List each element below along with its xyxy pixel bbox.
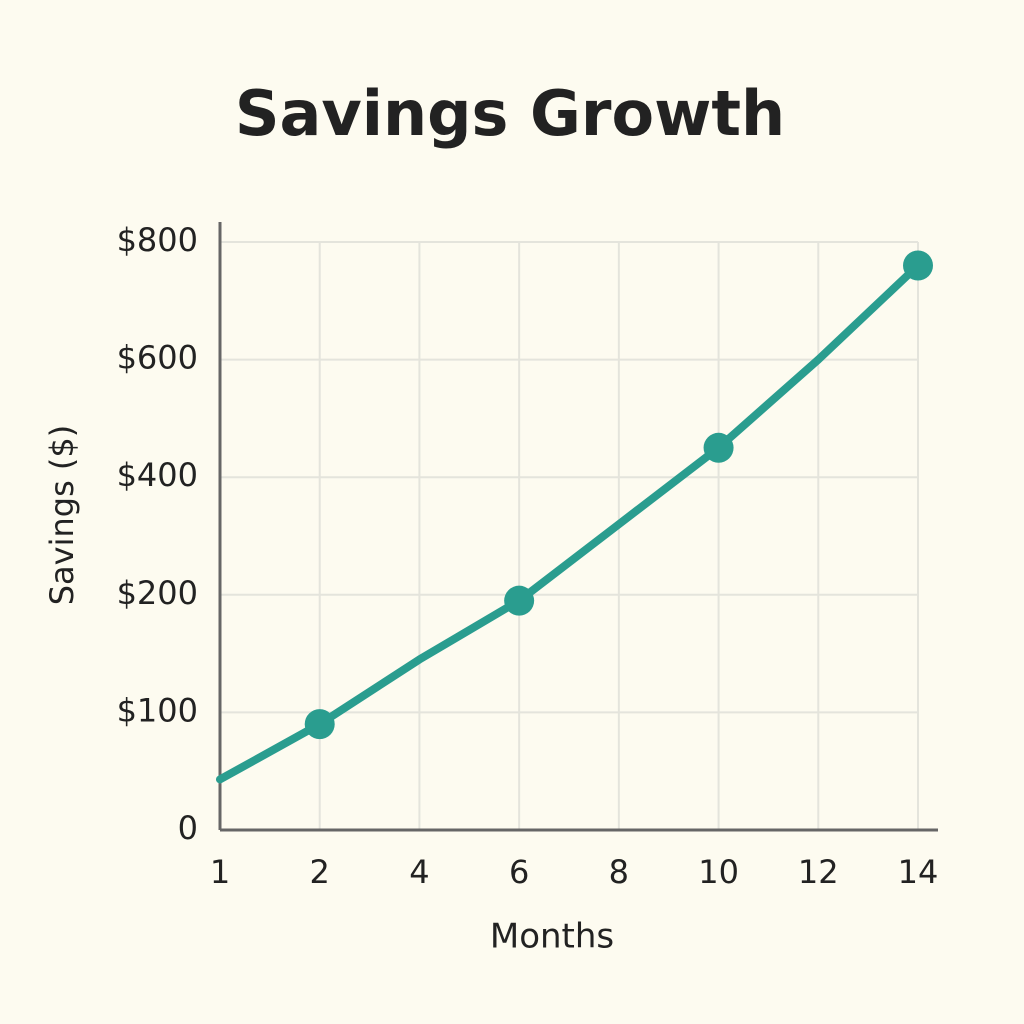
x-tick-label: 4 <box>409 853 429 891</box>
chart-title: Savings Growth <box>235 77 785 150</box>
y-tick-label: $200 <box>117 574 198 612</box>
x-tick-label: 12 <box>798 853 839 891</box>
x-axis-label: Months <box>490 917 614 957</box>
x-tick-label: 1 <box>210 853 230 891</box>
y-tick-label: 0 <box>178 809 198 847</box>
series-line <box>216 261 922 784</box>
plot <box>216 250 933 784</box>
x-tick-label: 8 <box>609 853 629 891</box>
x-tick-label: 2 <box>310 853 330 891</box>
y-tick-label: $800 <box>117 221 198 259</box>
y-axis-label: Savings ($) <box>43 425 81 606</box>
data-point <box>504 585 535 616</box>
y-tick-label: $600 <box>117 339 198 377</box>
y-tick-label: $100 <box>117 691 198 729</box>
data-point <box>304 709 335 740</box>
data-point <box>903 250 933 281</box>
x-tick-label: 14 <box>898 853 939 891</box>
y-tick-label: $400 <box>117 456 198 494</box>
x-tick-label: 10 <box>698 853 739 891</box>
data-point <box>703 432 734 463</box>
x-tick-label: 6 <box>509 853 529 891</box>
